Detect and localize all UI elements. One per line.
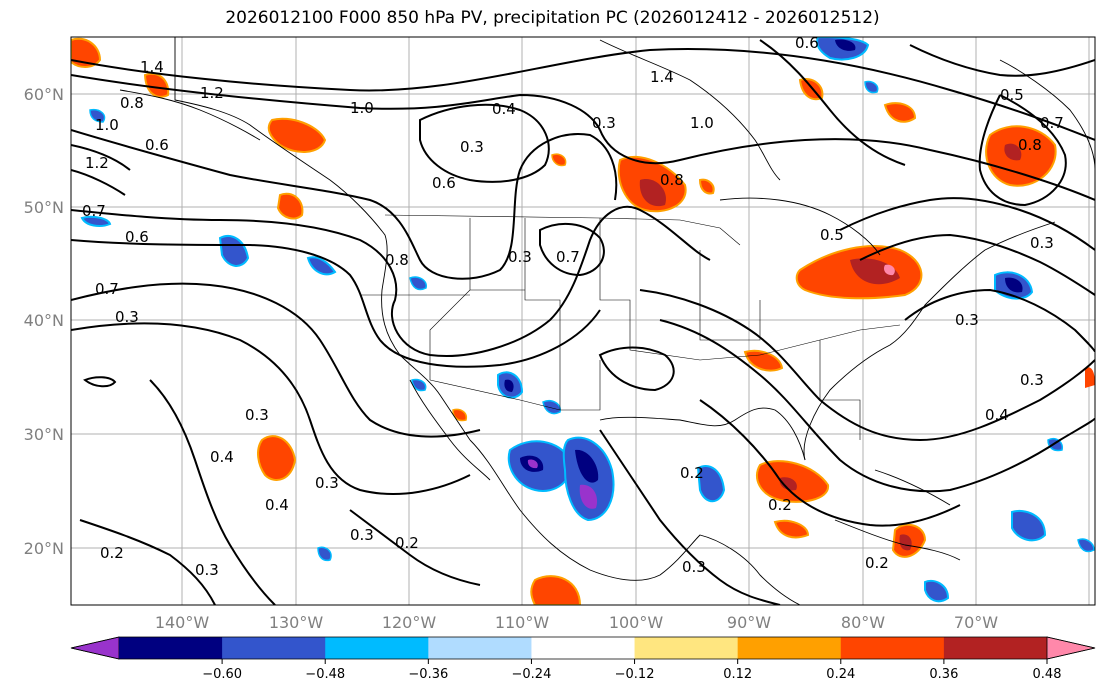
contour-label: 1.0 <box>690 114 714 132</box>
contour-label: 0.3 <box>682 558 706 576</box>
colorbar <box>70 636 1096 664</box>
colorbar-segment <box>222 637 326 659</box>
colorbar-tick-label: −0.48 <box>305 667 345 682</box>
contour-label: 1.4 <box>650 68 674 86</box>
contour-label: 0.4 <box>265 496 289 514</box>
contour-label: 0.8 <box>660 171 684 189</box>
contour-label: 0.8 <box>385 251 409 269</box>
contour-label: 1.2 <box>200 84 224 102</box>
colorbar-tick-label: −0.12 <box>615 667 655 682</box>
contour-label: 0.2 <box>100 544 124 562</box>
contour-label: 0.3 <box>1020 371 1044 389</box>
precip-positive-areas <box>71 37 1095 605</box>
contour-label: 0.8 <box>1018 136 1042 154</box>
contour-label: 0.4 <box>492 100 516 118</box>
lon-label: 90°W <box>727 613 771 632</box>
colorbar-segment <box>119 637 223 659</box>
contour-label: 0.2 <box>768 496 792 514</box>
lat-label: 40°N <box>24 311 64 330</box>
contour-label: 0.6 <box>125 228 149 246</box>
colorbar-tick-label: 0.36 <box>929 667 958 682</box>
colorbar-tick-label: 0.48 <box>1033 667 1062 682</box>
colorbar-segment <box>634 637 739 659</box>
contour-label: 0.3 <box>592 114 616 132</box>
colorbar-segment <box>737 637 842 659</box>
lon-label: 140°W <box>155 613 210 632</box>
colorbar-extend-low <box>70 636 120 660</box>
lon-label: 110°W <box>495 613 550 632</box>
map-area <box>71 37 1095 605</box>
colorbar-segment <box>840 637 945 659</box>
contour-label: 1.0 <box>350 99 374 117</box>
colorbar-tick-labels: −0.60 −0.48 −0.36 −0.24 −0.12 0.12 0.24 0.36 0.4… <box>202 667 1062 682</box>
lon-label: 130°W <box>269 613 324 632</box>
lon-label: 70°W <box>954 613 998 632</box>
map-frame <box>70 36 1096 606</box>
lat-label: 20°N <box>24 539 64 558</box>
colorbar-segment <box>325 637 429 659</box>
colorbar-tick-label: −0.60 <box>202 667 242 682</box>
contour-label: 0.3 <box>1030 234 1054 252</box>
contour-label: 0.4 <box>985 406 1009 424</box>
contour-label: 0.7 <box>82 202 106 220</box>
colorbar-segment <box>943 637 1048 659</box>
pv-contours <box>71 39 1095 605</box>
coastlines <box>119 37 1095 605</box>
lat-label: 50°N <box>24 198 64 217</box>
longitude-labels: 140°W 130°W 120°W 110°W 100°W 90°W 80°W … <box>155 613 998 632</box>
colorbar-tick-label: −0.36 <box>408 667 448 682</box>
contour-label: 0.3 <box>955 311 979 329</box>
pv-contour-labels: 1.4 1.2 0.8 0.6 1.0 1.0 1.2 0.7 0.6 0.7 … <box>82 34 1064 579</box>
contour-label: 0.3 <box>460 138 484 156</box>
lon-label: 80°W <box>841 613 885 632</box>
contour-label: 0.7 <box>95 280 119 298</box>
lat-label: 30°N <box>24 425 64 444</box>
contour-label: 0.5 <box>820 226 844 244</box>
lon-label: 120°W <box>382 613 437 632</box>
colorbar-tick-label: −0.24 <box>512 667 552 682</box>
contour-label: 0.6 <box>145 136 169 154</box>
graticule <box>71 37 1095 605</box>
contour-label: 0.2 <box>680 464 704 482</box>
contour-label: 0.7 <box>1040 114 1064 132</box>
contour-label: 0.3 <box>350 526 374 544</box>
lon-label: 100°W <box>609 613 664 632</box>
colorbar-extend-high <box>1046 636 1096 660</box>
contour-label: 1.2 <box>85 154 109 172</box>
lat-label: 60°N <box>24 85 64 104</box>
contour-label: 0.2 <box>865 554 889 572</box>
contour-label: 0.3 <box>315 474 339 492</box>
contour-label: 0.3 <box>508 248 532 266</box>
contour-label: 0.7 <box>556 248 580 266</box>
colorbar-segment <box>531 637 636 659</box>
contour-label: 1.4 <box>140 58 164 76</box>
contour-label: 0.8 <box>120 94 144 112</box>
contour-label: 0.6 <box>432 174 456 192</box>
contour-label: 1.0 <box>95 116 119 134</box>
colorbar-outline <box>70 636 1096 660</box>
precip-negative-areas <box>80 37 1095 603</box>
contour-label: 0.5 <box>1000 86 1024 104</box>
colorbar-tick-label: 0.12 <box>723 667 752 682</box>
colorbar-segment <box>428 637 532 659</box>
contour-label: 0.3 <box>115 308 139 326</box>
contour-label: 0.4 <box>210 448 234 466</box>
latitude-labels: 60°N 50°N 40°N 30°N 20°N <box>24 85 64 558</box>
contour-label: 0.3 <box>245 406 269 424</box>
map-title: 2026012100 F000 850 hPa PV, precipitatio… <box>225 8 880 28</box>
contour-label: 0.6 <box>795 34 819 52</box>
colorbar-tick-label: 0.24 <box>826 667 855 682</box>
contour-label: 0.3 <box>195 561 219 579</box>
contour-label: 0.2 <box>395 534 419 552</box>
